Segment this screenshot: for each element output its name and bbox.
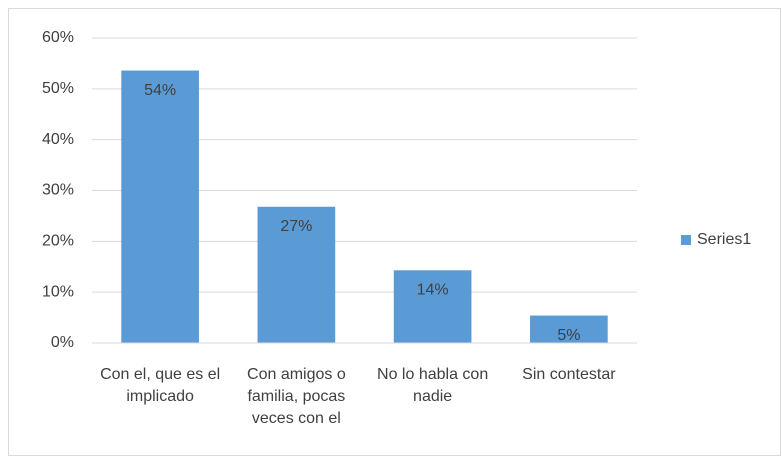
x-tick-label: Con amigos o familia, pocas veces con el	[247, 366, 346, 427]
x-tick-label: Sin contestar	[522, 366, 616, 383]
legend-swatch	[681, 235, 691, 245]
bar	[393, 270, 472, 343]
y-tick-label: 30%	[42, 182, 74, 199]
x-tick-label: Con el, que es el implicado	[100, 366, 221, 405]
data-label: 5%	[557, 327, 580, 344]
y-tick-label: 0%	[51, 334, 74, 351]
y-tick-label: 10%	[42, 283, 74, 300]
x-tick-label: No lo habla con nadie	[377, 366, 489, 405]
chart-border	[8, 8, 781, 456]
data-label: 54%	[144, 82, 176, 99]
y-tick-label: 20%	[42, 233, 74, 250]
legend-label: Series1	[697, 231, 751, 248]
data-label: 27%	[280, 218, 312, 235]
data-label: 14%	[417, 282, 449, 299]
y-tick-label: 50%	[42, 80, 74, 97]
bar	[257, 206, 336, 343]
bar	[121, 70, 199, 344]
y-tick-label: 40%	[42, 131, 74, 148]
bar	[530, 315, 608, 343]
y-tick-label: 60%	[42, 29, 74, 46]
